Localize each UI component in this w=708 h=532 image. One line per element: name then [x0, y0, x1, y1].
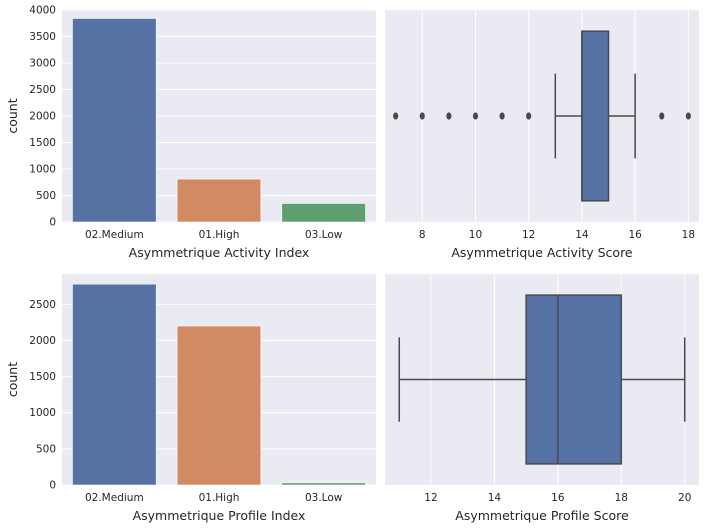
box: [525, 294, 623, 465]
y-tick-label: 2500: [29, 299, 56, 311]
x-axis-label: Asymmetrique Profile Score: [455, 508, 629, 523]
x-tick-label: 12: [522, 229, 535, 241]
outlier-point: [446, 112, 452, 120]
x-axis-label: Asymmetrique Activity Score: [451, 245, 633, 260]
outlier-point: [659, 112, 665, 120]
x-tick-label: 16: [628, 229, 642, 241]
outlier-point: [419, 112, 425, 120]
y-tick-label: 2500: [29, 84, 56, 96]
y-axis-label: count: [5, 98, 20, 133]
chart-activity-score: 8 10 12 14 16 18 Asymmetrique Activity Score: [385, 10, 699, 260]
bar: [72, 18, 157, 223]
bar: [72, 283, 157, 486]
plot-background: [385, 10, 699, 222]
x-tick-label: 01.High: [199, 229, 240, 241]
y-tick-label: 1000: [29, 407, 56, 419]
y-tick-label: 1000: [29, 164, 56, 176]
x-tick-label: 02.Medium: [85, 492, 144, 504]
x-tick-label: 20: [678, 492, 691, 504]
outlier-point: [472, 112, 479, 120]
box: [581, 30, 610, 202]
bar: [281, 482, 366, 486]
y-axis-label: count: [5, 362, 20, 397]
outlier-point: [499, 112, 505, 120]
y-tick-label: 2000: [29, 111, 56, 123]
x-tick-label: 03.Low: [305, 492, 343, 504]
y-tick-label: 2000: [29, 335, 56, 347]
x-tick-label: 10: [469, 229, 482, 241]
x-tick-label: 02.Medium: [85, 229, 144, 241]
x-tick-label: 03.Low: [305, 229, 343, 241]
x-tick-label: 14: [575, 229, 589, 241]
chart-profile-score: 12 14 16 18 20 Asymmetrique Profile Score: [385, 274, 699, 523]
y-tick-label: 500: [36, 443, 56, 455]
y-tick-label: 1500: [29, 137, 56, 149]
outlier-point: [526, 112, 532, 120]
chart-activity-index: 0 500 1000 1500 2000 2500 3000 3500 4000 02.Mediu…: [5, 5, 376, 260]
x-tick-label: 16: [551, 492, 565, 504]
y-tick-label: 500: [36, 190, 56, 202]
x-tick-label: 18: [615, 492, 628, 504]
x-tick-label: 8: [419, 229, 426, 241]
chart-profile-index: 0 500 1000 1500 2000 2500 02.Medium 01.High 03.L…: [5, 274, 376, 523]
y-tick-label: 4000: [29, 5, 56, 17]
x-tick-label: 18: [682, 229, 695, 241]
x-tick-label: 14: [488, 492, 502, 504]
outlier-point: [685, 112, 691, 120]
x-tick-label: 12: [424, 492, 437, 504]
bar: [281, 203, 366, 223]
x-axis-label: Asymmetrique Activity Index: [129, 245, 310, 260]
x-axis-label: Asymmetrique Profile Index: [133, 508, 306, 523]
y-tick-label: 0: [49, 480, 56, 492]
y-tick-label: 3500: [29, 31, 56, 43]
y-tick-label: 0: [49, 217, 56, 229]
x-tick-label: 01.High: [199, 492, 240, 504]
y-tick-label: 3000: [29, 58, 56, 70]
outlier-point: [393, 112, 399, 120]
bar: [176, 178, 262, 223]
y-tick-label: 1500: [29, 371, 56, 383]
bar: [176, 325, 262, 486]
